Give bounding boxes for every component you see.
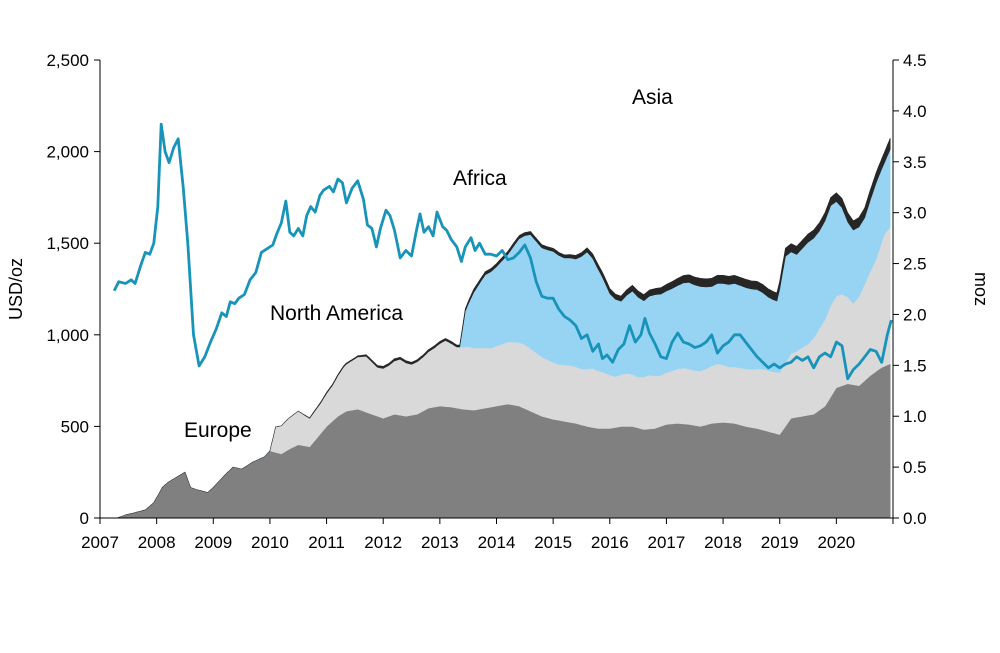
price-layer bbox=[112, 122, 893, 381]
x-tick-label: 2019 bbox=[761, 533, 799, 552]
y-left-tick-label: 2,500 bbox=[46, 51, 89, 70]
x-tick-label: 2015 bbox=[534, 533, 572, 552]
x-tick-label: 2020 bbox=[817, 533, 855, 552]
area-africa bbox=[116, 137, 891, 519]
y-left-tick-label: 500 bbox=[61, 417, 89, 436]
y-right-axis-title: moz bbox=[971, 272, 991, 306]
y-left-tick-label: 2,000 bbox=[46, 143, 89, 162]
y-right-tick-label: 4.5 bbox=[903, 51, 927, 70]
annotation-europe: Europe bbox=[184, 419, 252, 442]
y-right-tick-label: 0.0 bbox=[903, 509, 927, 528]
areas-layer bbox=[116, 137, 891, 519]
x-tick-label: 2010 bbox=[251, 533, 289, 552]
y-right-tick-label: 4.0 bbox=[903, 102, 927, 121]
x-tick-label: 2012 bbox=[364, 533, 402, 552]
labels-layer: Europe North America Asia Africa bbox=[184, 86, 673, 442]
x-tick-label: 2013 bbox=[421, 533, 459, 552]
axes-layer: 0 500 1,000 1,500 2,000 2,500 0.0 0.5 1.0 1.5 2.0 2… bbox=[6, 51, 991, 552]
y-left-axis-title: USD/oz bbox=[6, 258, 26, 320]
annotation-north-america: North America bbox=[270, 302, 403, 325]
annotation-asia: Asia bbox=[632, 86, 673, 109]
x-tick-label: 2008 bbox=[138, 533, 176, 552]
y-left-tick-label: 0 bbox=[80, 509, 89, 528]
y-right-tick-label: 0.5 bbox=[903, 458, 927, 477]
x-tick-label: 2016 bbox=[591, 533, 629, 552]
x-tick-label: 2007 bbox=[81, 533, 119, 552]
x-tick-label: 2011 bbox=[308, 533, 345, 552]
x-tick-label: 2018 bbox=[704, 533, 742, 552]
y-right-tick-label: 1.5 bbox=[903, 356, 927, 375]
x-tick-label: 2017 bbox=[648, 533, 686, 552]
y-right-tick-label: 2.5 bbox=[903, 255, 927, 274]
y-right-tick-label: 2.0 bbox=[903, 305, 927, 324]
x-tick-label: 2014 bbox=[478, 533, 516, 552]
y-right-tick-label: 3.5 bbox=[903, 153, 927, 172]
y-right-tick-label: 1.0 bbox=[903, 407, 927, 426]
y-left-tick-label: 1,500 bbox=[46, 234, 89, 253]
annotation-africa: Africa bbox=[453, 167, 507, 190]
price-line bbox=[112, 122, 893, 381]
y-left-tick-label: 1,000 bbox=[46, 326, 89, 345]
y-right-tick-label: 3.0 bbox=[903, 204, 927, 223]
x-tick-label: 2009 bbox=[194, 533, 232, 552]
